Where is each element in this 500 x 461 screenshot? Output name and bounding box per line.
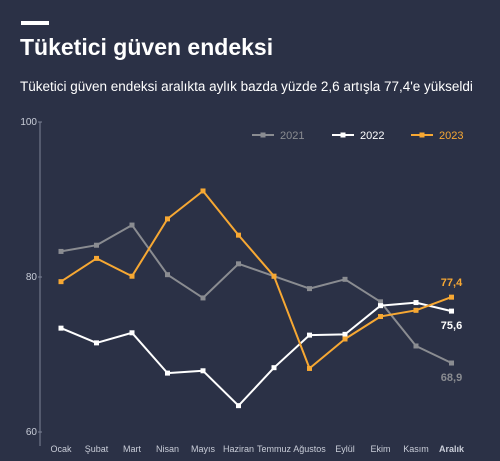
data-point-2021: [58, 248, 64, 254]
legend-label-2022: 2022: [360, 130, 384, 142]
data-point-2023: [94, 255, 99, 261]
data-point-2023: [449, 294, 454, 300]
data-point-2022: [129, 330, 135, 336]
data-point-2021: [449, 360, 454, 366]
chart-subtitle: Tüketici güven endeksi aralıkta aylık ba…: [20, 79, 473, 94]
data-point-2023: [129, 273, 135, 279]
x-tick-label: Mayıs: [191, 444, 216, 454]
data-point-2021: [236, 261, 241, 267]
x-tick-label: Mart: [123, 444, 141, 454]
data-point-2022: [94, 340, 99, 346]
data-point-2023: [378, 314, 383, 320]
end-label-2023: 77,4: [441, 277, 463, 289]
data-point-2021: [413, 343, 419, 349]
series-line-2023: [60, 190, 452, 370]
data-point-2022: [200, 368, 206, 374]
legend-label-2023: 2023: [439, 130, 463, 142]
x-tick-label: Nisan: [156, 444, 179, 454]
x-tick-label: Eylül: [335, 444, 355, 454]
header-accent-bar: [21, 21, 49, 25]
data-point-2023: [342, 336, 348, 342]
data-point-2022: [449, 308, 454, 314]
data-point-2021: [307, 286, 312, 292]
legend-label-2021: 2021: [280, 130, 304, 142]
legend-swatch-marker-2022: [340, 132, 346, 138]
data-point-2022: [236, 403, 241, 409]
data-point-2021: [342, 276, 348, 282]
y-tick-label: 100: [20, 117, 37, 128]
data-point-2021: [129, 222, 135, 228]
x-tick-label: Aralık: [439, 444, 465, 454]
data-point-2023: [165, 216, 170, 222]
data-point-2022: [413, 300, 419, 306]
data-point-2023: [200, 188, 206, 194]
data-point-2021: [165, 272, 170, 278]
data-point-2022: [165, 370, 170, 376]
y-tick-label: 80: [26, 272, 38, 283]
x-tick-label: Ekim: [371, 444, 391, 454]
x-tick-label: Ocak: [50, 444, 72, 454]
x-tick-label: Haziran: [223, 444, 254, 454]
legend-swatch-marker-2023: [419, 132, 425, 138]
data-point-2021: [94, 242, 99, 248]
data-point-2021: [378, 299, 383, 305]
series-line-2022: [60, 301, 452, 407]
data-point-2021: [200, 295, 206, 301]
x-tick-label: Ağustos: [293, 444, 326, 454]
data-point-2023: [236, 232, 241, 238]
data-point-2023: [413, 307, 419, 313]
x-tick-label: Şubat: [85, 444, 109, 454]
end-label-2022: 75,6: [441, 320, 462, 332]
data-point-2022: [307, 332, 312, 338]
legend-swatch-marker-2021: [260, 132, 266, 138]
x-tick-label: Temmuz: [257, 444, 292, 454]
y-tick-label: 60: [26, 427, 38, 438]
series-line-2021: [60, 224, 452, 364]
data-point-2023: [58, 279, 64, 285]
chart-title: Tüketici güven endeksi: [20, 34, 274, 60]
data-point-2022: [378, 303, 383, 309]
data-point-2022: [271, 365, 277, 371]
x-tick-label: Kasım: [403, 444, 429, 454]
data-point-2023: [271, 273, 277, 279]
end-label-2021: 68,9: [441, 372, 462, 384]
data-point-2022: [58, 325, 64, 331]
data-point-2023: [307, 365, 312, 371]
data-point-2022: [342, 331, 348, 337]
